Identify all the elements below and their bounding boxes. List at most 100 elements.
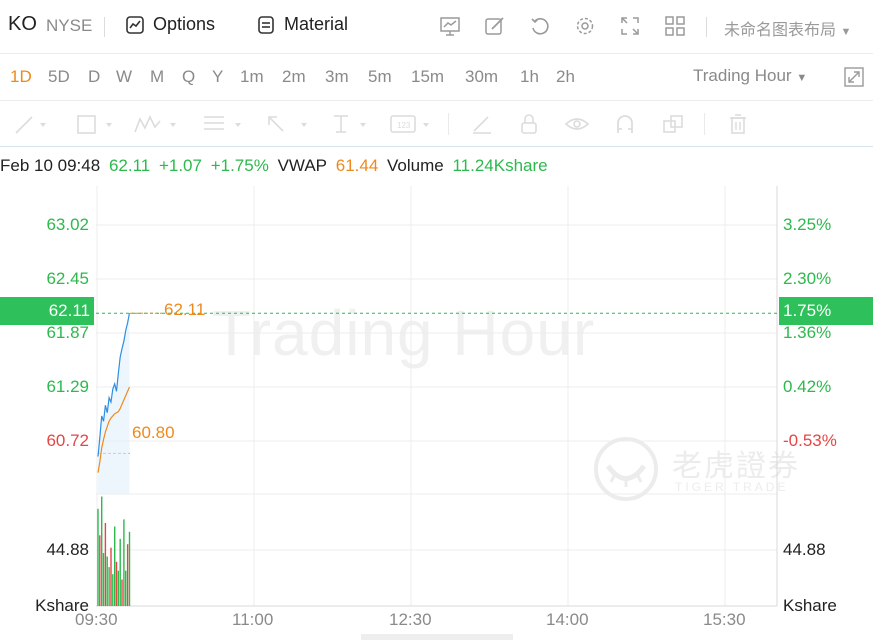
gear-icon[interactable] [572,13,598,39]
y-left-label: 63.02 [46,215,89,234]
top-toolbar: KO NYSE Options Material 未命名图表布局 ▼ [0,0,873,54]
volume-bar [112,574,114,606]
rectangle-tool-icon[interactable] [76,113,116,135]
layers-icon[interactable] [661,113,685,135]
fullscreen-icon[interactable] [617,13,643,39]
options-label: Options [153,14,216,34]
y-left-label: 60.72 [46,431,89,450]
eye-icon[interactable] [564,113,590,135]
lock-icon[interactable] [518,113,540,135]
brand-name-en: TIGER TRADE [675,480,789,494]
volume-bar [117,570,119,606]
volume-bar [108,567,110,606]
x-axis-label: 12:30 [389,610,432,629]
arrow-tool-icon[interactable] [265,113,311,135]
y-right-label: -0.53% [783,431,837,450]
undo-icon[interactable] [527,13,553,39]
volume-bar [126,544,129,606]
fibonacci-tool-icon[interactable] [202,113,244,135]
period-bar: 1D 5D D W M Q Y 1m 2m 3m 5m 15m 30m 1h 2… [0,54,873,101]
volume-bar [121,579,123,606]
material-label: Material [284,14,349,34]
edit-icon[interactable] [482,13,508,39]
volume-bar [119,538,121,606]
volume-bar [114,526,116,606]
line-tool-icon[interactable] [14,113,48,135]
brush-icon[interactable] [470,113,494,135]
volume-bar [101,496,103,606]
y-left-label: 61.87 [46,323,89,342]
material-button[interactable]: Material [256,14,348,35]
period-1d[interactable]: 1D [10,67,32,86]
options-chart-icon [126,15,144,34]
svg-text:123: 123 [397,121,411,130]
period-m[interactable]: M [150,67,165,86]
divider [704,113,705,135]
quote-change-pct: +1.75% [210,156,269,175]
quote-datetime: Feb 10 09:48 [0,156,101,175]
price-series-line [97,313,131,457]
layout-name-label: 未命名图表布局 [724,22,837,39]
options-button[interactable]: Options [125,14,215,35]
period-30m[interactable]: 30m [465,67,499,86]
divider [104,17,105,37]
period-w[interactable]: W [116,67,133,86]
trading-hour-label: Trading Hour [693,66,792,85]
volume-bar [125,570,127,606]
period-2m[interactable]: 2m [282,67,306,86]
quote-change: +1.07 [158,156,202,175]
vwap-label: VWAP [277,156,328,175]
period-d[interactable]: D [88,67,101,86]
divider [706,17,707,37]
period-15m[interactable]: 15m [411,67,445,86]
layout-dropdown[interactable]: 未命名图表布局 ▼ [724,16,851,40]
magnet-icon[interactable] [614,113,636,135]
symbol-label[interactable]: KO [8,13,37,35]
caret-down-icon: ▼ [796,72,808,84]
period-5d[interactable]: 5D [48,67,70,86]
trash-icon[interactable] [727,113,749,135]
period-1h[interactable]: 1h [520,67,539,86]
period-3m[interactable]: 3m [325,67,349,86]
volume-bar [99,535,101,606]
x-axis-label: 15:30 [703,610,746,629]
quote-info-line: Feb 10 09:48 62.11 +1.07 +1.75% VWAP 61.… [0,156,552,176]
expand-icon[interactable] [843,66,865,88]
tiger-logo-icon [594,437,658,501]
chart-settings-icon[interactable] [437,13,463,39]
period-2h[interactable]: 2h [556,67,575,86]
text-tool-icon[interactable] [330,113,372,135]
vwap-value: 61.44 [335,156,379,175]
y-right-label: 1.36% [783,323,832,342]
volume-bar [104,523,107,606]
period-1m[interactable]: 1m [240,67,264,86]
timeline-scrollbar[interactable] [361,634,513,640]
pattern-tool-icon[interactable] [133,113,179,135]
price-label-tool-icon[interactable]: 123 [389,113,435,135]
volume-bar [110,547,112,606]
period-y[interactable]: Y [212,67,224,86]
trading-hour-dropdown[interactable]: Trading Hour ▼ [693,66,807,86]
x-axis-label: 14:00 [546,610,589,629]
volume-bar [106,556,108,606]
volume-unit-right: Kshare [783,596,837,615]
volume-bar [128,531,131,606]
volume-label: Volume [387,156,444,175]
caret-down-icon: ▼ [840,26,852,38]
grid-layout-icon[interactable] [662,13,688,39]
volume-axis-label-right: 44.88 [783,540,826,559]
vwap-series-line [97,386,131,473]
price-line-label: 62.11 [164,300,206,319]
y-left-label: 62.45 [46,269,89,288]
volume-bar [123,519,125,606]
volume-bar [97,508,99,606]
period-5m[interactable]: 5m [368,67,392,86]
volume-unit-left: Kshare [35,596,89,615]
exchange-label: NYSE [46,16,93,35]
period-q[interactable]: Q [182,67,196,86]
volume-bar [102,553,105,606]
volume-value: 11.24Kshare [452,156,548,175]
current-price-tag: 62.11 [0,297,94,325]
document-icon [258,15,274,34]
